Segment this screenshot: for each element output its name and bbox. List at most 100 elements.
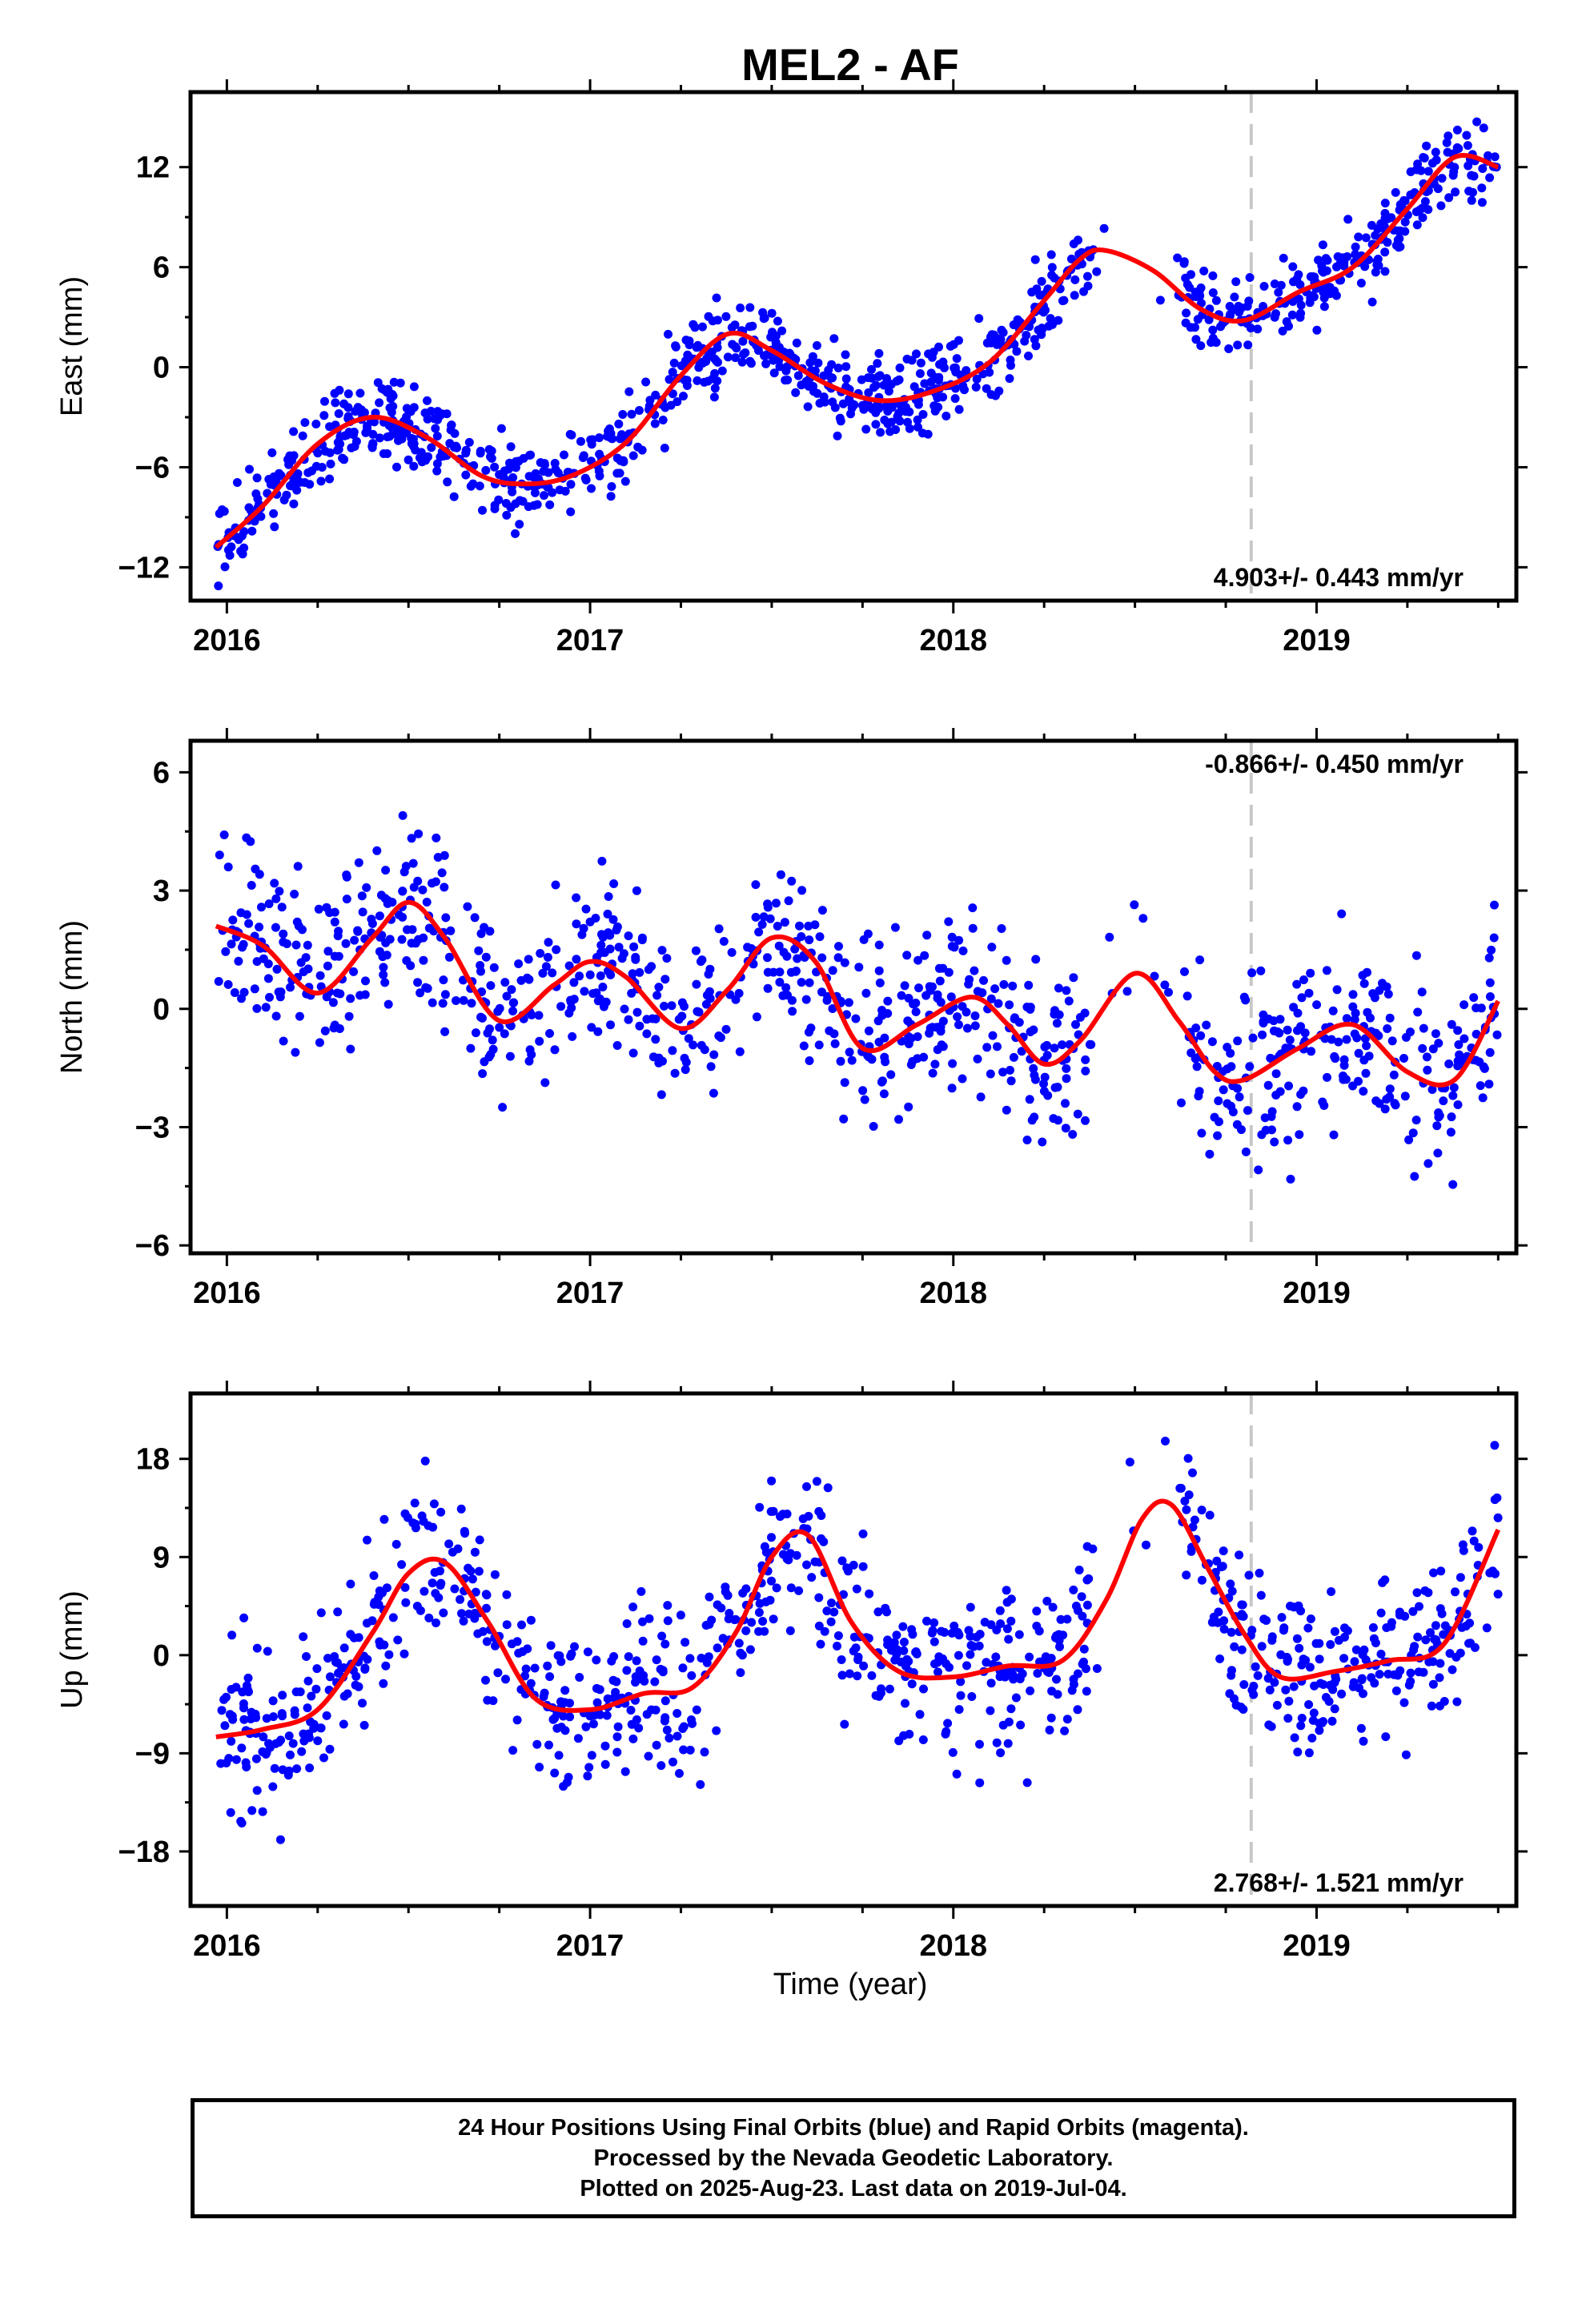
data-point bbox=[1083, 281, 1093, 291]
data-point bbox=[414, 829, 424, 838]
data-point bbox=[1447, 1665, 1457, 1675]
data-point bbox=[812, 1477, 821, 1486]
data-point bbox=[899, 1646, 909, 1655]
data-point bbox=[911, 999, 921, 1007]
data-point bbox=[883, 996, 893, 1006]
data-point bbox=[504, 464, 513, 474]
data-point bbox=[620, 1004, 629, 1014]
data-point bbox=[1383, 1670, 1393, 1679]
data-point bbox=[527, 1010, 536, 1019]
data-point bbox=[412, 1602, 422, 1611]
data-point bbox=[638, 1636, 648, 1646]
data-point bbox=[287, 481, 297, 491]
data-point bbox=[943, 1719, 953, 1728]
rate-label: 2.768+/- 1.521 mm/yr bbox=[1214, 1868, 1464, 1897]
data-point bbox=[488, 1044, 498, 1054]
data-point bbox=[925, 982, 934, 991]
data-point bbox=[1451, 1587, 1460, 1597]
data-point bbox=[487, 453, 496, 463]
data-point bbox=[661, 403, 670, 412]
data-point bbox=[247, 526, 257, 536]
data-point bbox=[954, 1651, 963, 1660]
data-point bbox=[1060, 1726, 1070, 1735]
data-point bbox=[954, 404, 964, 414]
data-point bbox=[1435, 1604, 1445, 1614]
y-axis-label: East (mm) bbox=[55, 276, 89, 416]
data-point bbox=[520, 1671, 530, 1681]
data-point bbox=[1082, 1687, 1091, 1696]
data-point bbox=[712, 1726, 721, 1735]
x-tick-label: 2019 bbox=[1283, 1277, 1351, 1310]
data-point bbox=[1009, 1052, 1018, 1062]
data-point bbox=[514, 1648, 524, 1658]
data-point bbox=[1408, 1128, 1418, 1138]
data-point bbox=[771, 899, 781, 908]
data-point bbox=[873, 1016, 883, 1026]
data-point bbox=[243, 1673, 253, 1683]
data-point bbox=[293, 862, 303, 871]
data-point bbox=[971, 382, 981, 392]
data-point bbox=[1429, 1568, 1438, 1578]
data-point bbox=[1297, 993, 1307, 1003]
data-point bbox=[354, 858, 363, 867]
data-point bbox=[1251, 1662, 1260, 1671]
data-point bbox=[564, 1008, 574, 1018]
data-point bbox=[1039, 1079, 1048, 1088]
data-point bbox=[785, 1549, 795, 1558]
data-point bbox=[635, 1021, 644, 1031]
data-point bbox=[845, 1669, 854, 1679]
data-point bbox=[329, 1023, 339, 1033]
data-point bbox=[1375, 986, 1384, 995]
data-point bbox=[1453, 1026, 1463, 1035]
data-point bbox=[1460, 1034, 1469, 1043]
data-point bbox=[508, 1746, 518, 1755]
data-point bbox=[683, 350, 693, 360]
data-point bbox=[1074, 1566, 1084, 1574]
data-point bbox=[569, 978, 579, 987]
data-point bbox=[379, 449, 388, 458]
data-point bbox=[620, 1767, 630, 1776]
data-point bbox=[1006, 1704, 1016, 1714]
data-point bbox=[1489, 933, 1499, 943]
data-point bbox=[1389, 1070, 1399, 1080]
data-point bbox=[247, 881, 256, 890]
data-point bbox=[234, 535, 243, 545]
data-point bbox=[1310, 1681, 1319, 1691]
data-point bbox=[817, 1534, 826, 1543]
data-point bbox=[419, 955, 428, 965]
data-point bbox=[1259, 1010, 1268, 1019]
data-point bbox=[311, 420, 321, 428]
data-point bbox=[1414, 1667, 1423, 1677]
data-point bbox=[622, 1666, 632, 1675]
data-point bbox=[962, 1023, 972, 1033]
data-point bbox=[291, 940, 301, 950]
data-point bbox=[948, 1059, 958, 1068]
data-point bbox=[894, 408, 904, 418]
data-point bbox=[1350, 1015, 1359, 1024]
data-point bbox=[1459, 1546, 1468, 1555]
data-point bbox=[275, 468, 284, 478]
data-point bbox=[1444, 193, 1454, 203]
data-point bbox=[849, 1632, 859, 1642]
data-point bbox=[761, 359, 771, 368]
data-point bbox=[284, 1766, 294, 1775]
data-point bbox=[271, 894, 281, 903]
data-point bbox=[423, 396, 432, 405]
data-point bbox=[1247, 968, 1257, 978]
data-point bbox=[1376, 1650, 1386, 1659]
data-point bbox=[772, 1583, 781, 1593]
data-point bbox=[244, 503, 254, 513]
data-point bbox=[565, 1699, 574, 1708]
data-point bbox=[1382, 982, 1391, 991]
data-point bbox=[1351, 242, 1360, 251]
data-point bbox=[1411, 1116, 1421, 1125]
data-point bbox=[349, 967, 359, 976]
data-point bbox=[952, 1769, 962, 1779]
data-point bbox=[1062, 1074, 1071, 1084]
data-point bbox=[288, 1739, 298, 1748]
data-point bbox=[614, 943, 624, 952]
data-point bbox=[718, 1634, 728, 1643]
data-point bbox=[1431, 1029, 1440, 1039]
data-point bbox=[1197, 1506, 1207, 1515]
data-point bbox=[597, 856, 607, 866]
